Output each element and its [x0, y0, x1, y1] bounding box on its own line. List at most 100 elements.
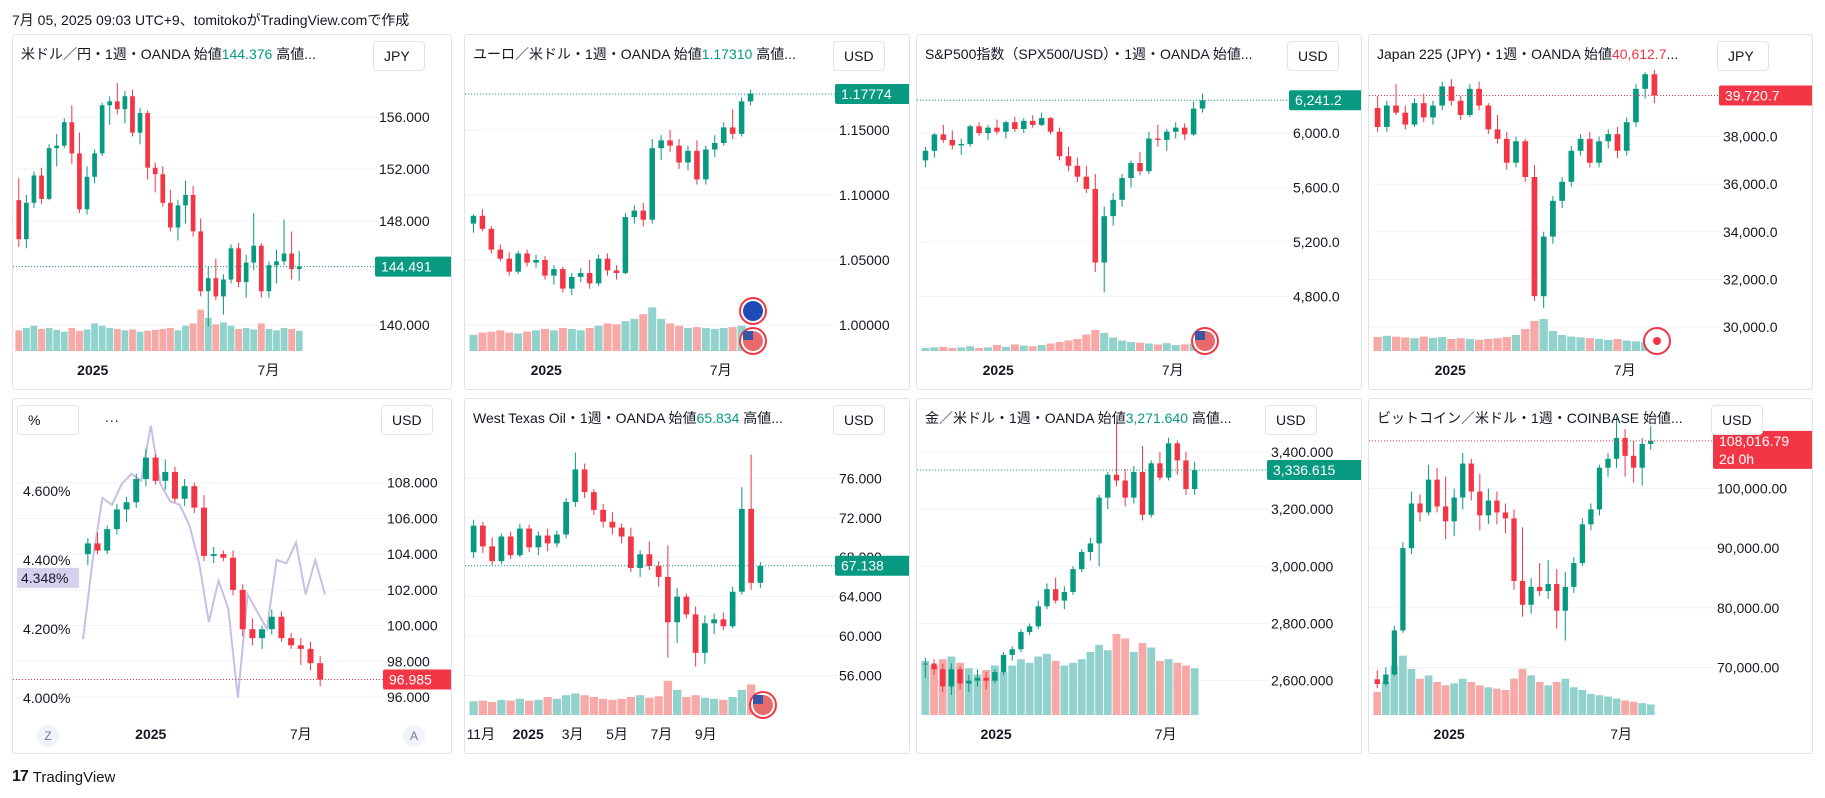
volume-bar: [1046, 343, 1055, 351]
candle-body: [213, 278, 219, 297]
y-axis-tick-label: 108.000: [387, 475, 438, 491]
high-label: 高値...: [739, 410, 783, 426]
candle-body: [1596, 141, 1602, 163]
chart-pane-4[interactable]: 38,000.0 36,000.0 34,000.0 32,000.0 30,000.0…: [1368, 34, 1813, 390]
pane-title: ビットコイン／米ドル・1週・COINBASE 始値...: [1377, 408, 1691, 428]
pane-title: ユーロ／米ドル・1週・OANDA 始値1.17310 高値...: [473, 44, 813, 64]
candle-body: [976, 126, 982, 134]
volume-bar: [692, 327, 701, 351]
volume-bar: [1055, 342, 1064, 351]
x-axis-tick-label: 7月: [1610, 726, 1632, 742]
chart-pane-2[interactable]: 1.15000 1.10000 1.05000 1.00000 1.17774 2025 7…: [464, 34, 910, 390]
candle-body: [1633, 88, 1639, 123]
candle-body: [243, 262, 249, 283]
candle-body: [711, 619, 717, 624]
chart-pane-8[interactable]: 100,000.00 90,000.00 80,000.00 70,000.00 108…: [1368, 398, 1813, 754]
candle-body: [1596, 467, 1603, 510]
more-menu-button[interactable]: ...: [105, 409, 120, 425]
tradingview-logo[interactable]: 17 TradingView: [12, 768, 115, 786]
currency-button[interactable]: USD: [833, 41, 885, 71]
x-axis-tick-label: 9月: [695, 726, 717, 742]
auto-scale-button[interactable]: A: [403, 725, 425, 747]
x-axis-tick-label: 2025: [983, 362, 1014, 378]
candle-body: [560, 269, 566, 289]
volume-bar: [957, 347, 966, 351]
chart-canvas[interactable]: 6,000.0 5,600.0 5,200.0 4,800.0 6,241.2 2025 7…: [917, 35, 1362, 390]
candle-body: [152, 457, 159, 481]
volume-bar: [1407, 668, 1416, 715]
chart-canvas[interactable]: 108.000 106.000 104.000 102.000 100.000 98.00…: [13, 399, 452, 754]
candle-body: [1642, 74, 1649, 89]
chart-canvas[interactable]: 156.000 152.000 148.000 140.000 144.491 2025 7…: [13, 35, 452, 390]
currency-button[interactable]: USD: [1711, 405, 1763, 435]
volume-bar: [992, 345, 1001, 351]
currency-button[interactable]: USD: [1287, 41, 1339, 71]
candle-body: [1476, 88, 1482, 106]
volume-bar: [1569, 687, 1578, 715]
chart-pane-3[interactable]: 6,000.0 5,600.0 5,200.0 4,800.0 6,241.2 2025 7…: [916, 34, 1362, 390]
volume-bar: [280, 328, 288, 351]
candle-body: [1391, 630, 1398, 675]
candle-body: [1457, 100, 1464, 116]
volume-bar: [1548, 331, 1558, 351]
candle-body: [160, 174, 166, 203]
currency-button[interactable]: USD: [381, 405, 433, 435]
candle-body: [1586, 138, 1593, 163]
chart-pane-5[interactable]: 108.000 106.000 104.000 102.000 100.000 98.00…: [12, 398, 452, 754]
volume-bar: [523, 331, 532, 351]
candle-body: [1157, 463, 1163, 478]
volume-bar: [1095, 644, 1104, 715]
symbol-label: 米ドル／円・1週・OANDA 始値: [21, 46, 222, 62]
volume-bar: [657, 318, 666, 351]
y-axis-tick-label: 1.15000: [839, 122, 890, 138]
candle-body: [604, 258, 611, 271]
last-price-tag: [375, 256, 451, 277]
last-price-tag: [383, 669, 451, 690]
chart-canvas[interactable]: 38,000.0 36,000.0 34,000.0 32,000.0 30,000.0…: [1369, 35, 1813, 390]
candle-body: [1511, 518, 1517, 581]
chart-canvas[interactable]: 100,000.00 90,000.00 80,000.00 70,000.00 108…: [1369, 399, 1813, 754]
candle-body: [1467, 88, 1473, 116]
candle-body: [1174, 443, 1180, 461]
candle-body: [1183, 460, 1189, 490]
candle-body: [949, 139, 956, 146]
volume-bar: [1016, 659, 1025, 715]
volume-bar: [1631, 341, 1641, 351]
volume-bar: [1561, 678, 1570, 715]
candle-body: [542, 260, 548, 276]
volume-bar: [1502, 337, 1511, 351]
candle-body: [183, 195, 188, 206]
volume-bar: [478, 332, 487, 351]
chart-pane-6[interactable]: 76.00072.00068.00064.00060.00056.00067.1…: [464, 398, 910, 754]
candle-body: [497, 249, 504, 259]
currency-button[interactable]: USD: [833, 405, 885, 435]
percent-scale-button[interactable]: %: [17, 405, 79, 435]
x-axis-tick-label: 2025: [531, 362, 562, 378]
volume-bar: [1001, 346, 1010, 351]
candle-body: [31, 175, 37, 203]
zoom-left-button[interactable]: Z: [37, 725, 59, 747]
chart-canvas[interactable]: 3,400.000 3,200.000 3,000.000 2,800.000 2,60…: [917, 399, 1362, 754]
chart-canvas[interactable]: 76.00072.00068.00064.00060.00056.00067.1…: [465, 399, 910, 754]
volume-bar: [948, 348, 957, 351]
volume-bar: [1162, 343, 1171, 351]
volume-bar: [1456, 338, 1465, 351]
currency-button[interactable]: JPY: [373, 41, 425, 71]
currency-button[interactable]: USD: [1265, 405, 1317, 435]
candle-body: [1545, 583, 1551, 592]
volume-bar: [728, 697, 737, 715]
x-axis-tick-label: 2025: [135, 726, 166, 742]
chart-pane-7[interactable]: 3,400.000 3,200.000 3,000.000 2,800.000 2,60…: [916, 398, 1362, 754]
chart-pane-1[interactable]: 156.000 152.000 148.000 140.000 144.491 2025 7…: [12, 34, 452, 390]
volume-bar: [53, 329, 61, 351]
candle-body: [1411, 103, 1418, 125]
volume-bar: [975, 348, 984, 351]
currency-button[interactable]: JPY: [1717, 41, 1769, 71]
candle-body: [1035, 606, 1041, 627]
snapshot-title: 7月 05, 2025 09:03 UTC+9、tomitokoがTrading…: [12, 12, 410, 28]
volume-bar: [1447, 339, 1456, 351]
candle-body: [1614, 134, 1621, 151]
candle-body: [1044, 589, 1050, 607]
chart-canvas[interactable]: 1.15000 1.10000 1.05000 1.00000 1.17774 2025 7…: [465, 35, 910, 390]
candle-body: [1460, 463, 1466, 498]
